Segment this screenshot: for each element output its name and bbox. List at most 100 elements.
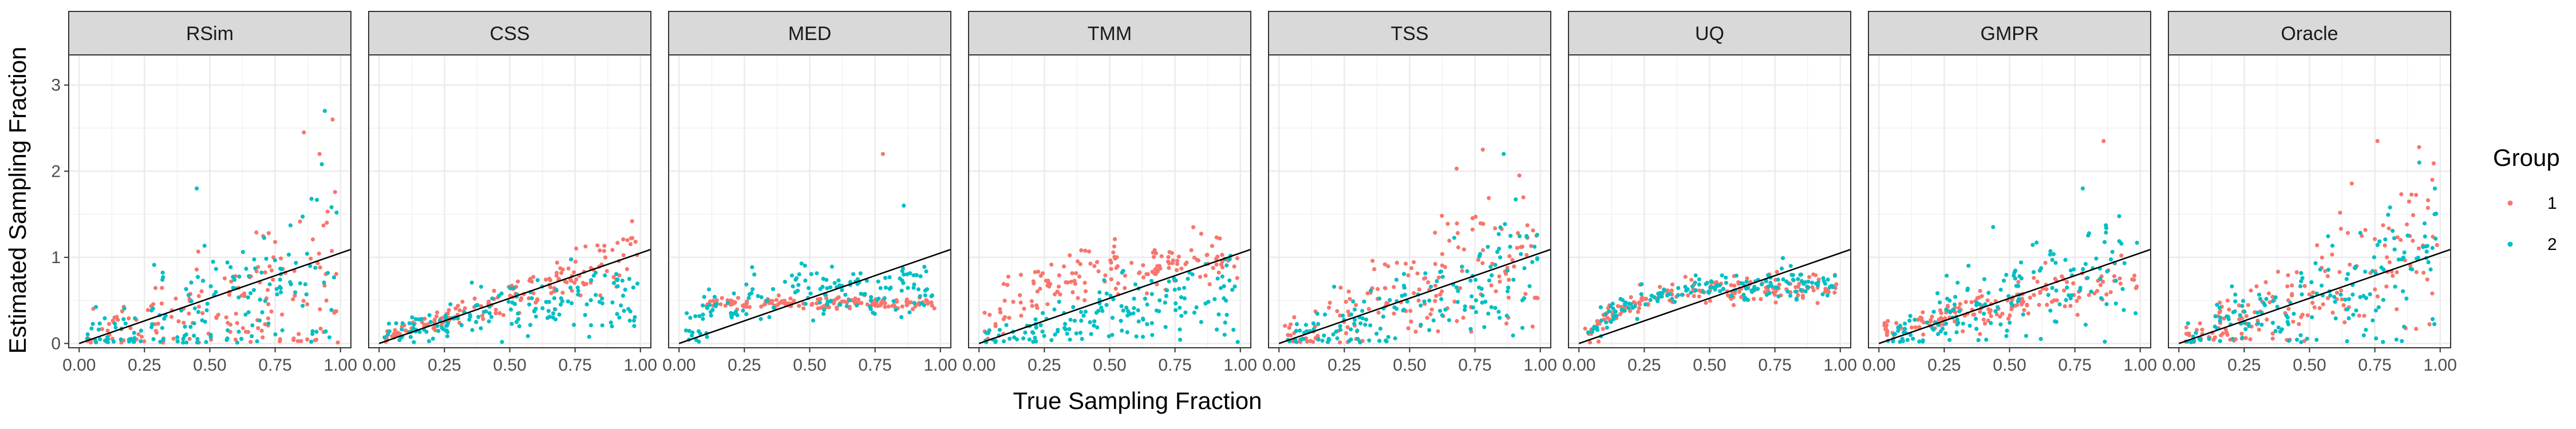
data-point-group-2 — [2368, 292, 2372, 296]
data-point-group-2 — [133, 316, 137, 321]
data-point-group-2 — [600, 323, 605, 328]
data-point-group-1 — [1214, 235, 1219, 240]
data-point-group-2 — [1477, 285, 1481, 290]
data-point-group-2 — [2313, 261, 2318, 265]
data-point-group-2 — [400, 321, 405, 325]
data-point-group-1 — [457, 308, 462, 313]
data-point-group-1 — [266, 231, 271, 236]
data-point-group-2 — [236, 295, 241, 300]
x-tick-label: 0.00 — [62, 356, 96, 375]
data-point-group-2 — [2330, 243, 2335, 248]
data-point-group-1 — [2071, 281, 2076, 285]
data-point-group-1 — [229, 279, 234, 284]
data-point-group-1 — [836, 295, 841, 300]
data-point-group-2 — [516, 311, 520, 316]
data-point-group-2 — [1966, 264, 1971, 268]
data-point-group-2 — [459, 323, 464, 328]
data-point-group-1 — [1517, 173, 1522, 178]
data-point-group-2 — [2361, 333, 2366, 337]
data-point-group-2 — [226, 328, 230, 333]
data-point-group-2 — [301, 304, 305, 308]
data-point-group-2 — [1604, 320, 1609, 325]
data-point-group-1 — [1615, 304, 1620, 308]
data-point-group-2 — [387, 329, 392, 333]
data-point-group-2 — [1405, 299, 1409, 304]
data-point-group-2 — [986, 331, 991, 335]
data-point-group-2 — [1394, 277, 1399, 282]
data-point-group-1 — [1458, 286, 1463, 291]
data-point-group-2 — [2240, 304, 2245, 308]
data-point-group-2 — [803, 301, 808, 306]
data-point-group-1 — [598, 248, 602, 253]
data-point-group-1 — [1476, 257, 1480, 262]
data-point-group-2 — [907, 310, 912, 315]
data-point-group-1 — [2391, 273, 2395, 278]
data-point-group-1 — [516, 279, 520, 284]
x-tick-label: 0.00 — [362, 356, 396, 375]
data-point-group-2 — [2424, 249, 2429, 254]
data-point-group-2 — [1952, 302, 1957, 307]
data-point-group-1 — [1815, 301, 1820, 305]
data-point-group-2 — [918, 274, 923, 279]
data-point-group-1 — [1985, 298, 1990, 303]
data-point-group-1 — [314, 337, 319, 342]
data-point-group-1 — [1311, 340, 1315, 344]
data-point-group-2 — [85, 332, 90, 337]
data-point-group-2 — [706, 287, 712, 292]
data-point-group-1 — [1116, 281, 1120, 285]
data-point-group-1 — [2008, 313, 2012, 318]
data-point-group-1 — [1643, 297, 1648, 301]
data-point-group-2 — [2263, 303, 2267, 308]
data-point-group-1 — [583, 244, 588, 249]
data-point-group-2 — [2344, 277, 2349, 281]
data-point-group-1 — [1980, 294, 1984, 299]
data-point-group-2 — [105, 335, 110, 340]
data-point-group-1 — [1111, 250, 1116, 255]
data-point-group-1 — [1415, 271, 1420, 276]
data-point-group-2 — [1665, 293, 1670, 298]
data-point-group-2 — [1473, 310, 1479, 315]
data-point-group-2 — [1394, 307, 1399, 311]
data-point-group-2 — [899, 288, 904, 293]
data-point-group-1 — [982, 311, 987, 315]
data-point-group-1 — [1348, 297, 1352, 301]
data-point-group-2 — [1231, 328, 1236, 332]
data-point-group-2 — [627, 277, 631, 281]
data-point-group-1 — [1658, 285, 1662, 289]
data-point-group-1 — [774, 297, 779, 303]
data-point-group-2 — [1402, 285, 1406, 290]
facet-strip-label: Oracle — [2281, 23, 2338, 45]
data-point-group-1 — [910, 307, 915, 312]
data-point-group-1 — [1198, 275, 1203, 279]
data-point-group-1 — [1205, 252, 1210, 257]
data-point-group-2 — [1680, 292, 1684, 297]
data-point-group-2 — [883, 276, 888, 280]
data-point-group-2 — [752, 272, 757, 277]
data-point-group-1 — [243, 329, 248, 334]
data-point-group-1 — [2425, 205, 2430, 210]
data-point-group-1 — [1036, 269, 1041, 274]
data-point-group-1 — [2244, 314, 2249, 319]
data-point-group-1 — [543, 277, 548, 282]
data-point-group-1 — [1129, 261, 1134, 265]
data-point-group-1 — [1423, 276, 1428, 280]
data-point-group-1 — [2384, 284, 2389, 289]
data-point-group-1 — [266, 288, 270, 292]
data-point-group-1 — [240, 326, 245, 331]
data-point-group-2 — [815, 271, 819, 276]
data-point-group-2 — [1186, 276, 1190, 281]
data-point-group-1 — [1512, 264, 1516, 269]
data-point-group-2 — [1294, 322, 1299, 327]
data-point-group-1 — [2341, 303, 2346, 308]
data-point-group-2 — [1368, 323, 1373, 328]
data-point-group-1 — [2135, 284, 2139, 289]
data-point-group-2 — [576, 288, 580, 293]
data-point-group-2 — [1693, 273, 1698, 278]
data-point-group-2 — [2377, 239, 2382, 244]
data-point-group-2 — [732, 311, 737, 316]
data-point-group-1 — [159, 301, 164, 306]
data-point-group-2 — [1400, 293, 1404, 298]
data-point-group-1 — [2038, 289, 2042, 294]
data-point-group-2 — [426, 339, 432, 344]
data-point-group-2 — [1334, 329, 1338, 334]
